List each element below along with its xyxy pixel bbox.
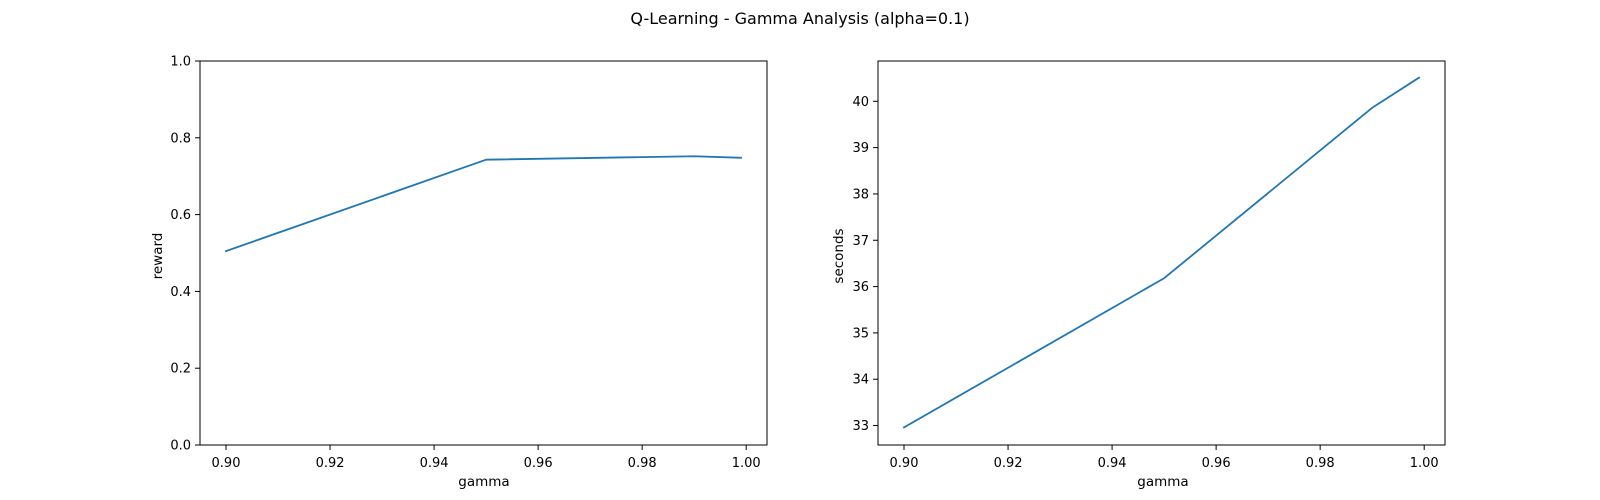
seconds-xtick-label: 0.94 xyxy=(1098,456,1127,471)
seconds-ytick-label: 40 xyxy=(852,95,869,110)
reward-xtick-label: 0.98 xyxy=(628,456,657,471)
seconds-xtick-label: 0.98 xyxy=(1306,456,1335,471)
seconds-subplot: gamma seconds 0.90 0.92 0.94 0.96 0.98 1.00 33… xyxy=(831,60,1446,490)
seconds-ylabel: seconds xyxy=(831,228,847,283)
reward-subplot: gamma reward 0.90 0.92 0.94 0.96 0.98 1.00 0.0… xyxy=(150,55,768,490)
seconds-ytick-label: 33 xyxy=(852,419,869,434)
reward-xtick-label: 0.92 xyxy=(316,456,345,471)
seconds-axes-frame xyxy=(877,60,1446,446)
seconds-xlabel: gamma xyxy=(1137,474,1188,490)
reward-ytick-label: 0.8 xyxy=(170,131,191,146)
reward-axes-frame xyxy=(199,60,768,446)
seconds-ytick-label: 37 xyxy=(852,234,869,249)
reward-ytick-label: 0.0 xyxy=(170,439,191,454)
seconds-ytick-label: 36 xyxy=(852,280,869,295)
reward-xlabel: gamma xyxy=(458,474,509,490)
seconds-series-line xyxy=(902,76,1421,429)
figure-suptitle: Q-Learning - Gamma Analysis (alpha=0.1) xyxy=(630,9,969,28)
reward-ytick-label: 1.0 xyxy=(170,55,191,70)
seconds-ytick-label: 38 xyxy=(852,187,869,202)
seconds-ytick-label: 34 xyxy=(852,373,869,388)
seconds-xtick-label: 1.00 xyxy=(1410,456,1439,471)
reward-xtick-label: 1.00 xyxy=(732,456,761,471)
seconds-xtick-label: 0.96 xyxy=(1202,456,1231,471)
seconds-xtick-label: 0.90 xyxy=(890,456,919,471)
reward-ytick-label: 0.4 xyxy=(170,285,191,300)
reward-ytick-label: 0.2 xyxy=(170,362,191,377)
reward-xtick-label: 0.94 xyxy=(420,456,449,471)
seconds-ytick-label: 39 xyxy=(852,141,869,156)
reward-ytick-label: 0.6 xyxy=(170,208,191,223)
reward-series-line xyxy=(224,155,742,253)
reward-xtick-label: 0.96 xyxy=(524,456,553,471)
reward-ylabel: reward xyxy=(150,233,166,280)
seconds-xtick-label: 0.92 xyxy=(994,456,1023,471)
seconds-ytick-label: 35 xyxy=(852,326,869,341)
reward-xtick-label: 0.90 xyxy=(212,456,241,471)
